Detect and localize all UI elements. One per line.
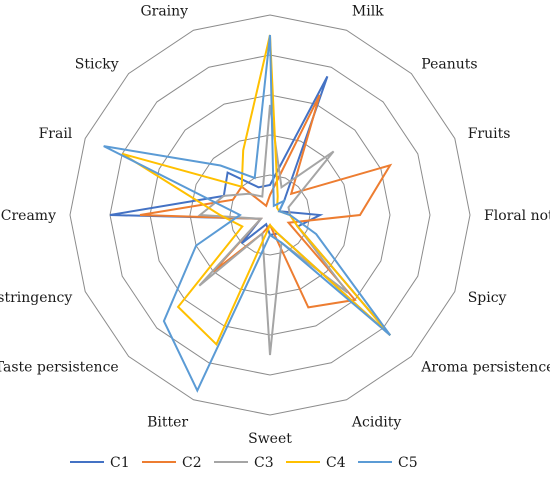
axis-label-creamy: Creamy — [1, 208, 56, 224]
legend-label-c1: C1 — [110, 455, 130, 471]
axis-label-spicy: Spicy — [468, 290, 507, 306]
legend-item-c5: C5 — [358, 455, 418, 471]
legend-label-c2: C2 — [182, 455, 202, 471]
legend-item-c4: C4 — [286, 455, 346, 471]
axis-label-sweet: Sweet — [248, 431, 292, 447]
axis-label-fruits: Fruits — [468, 126, 511, 142]
grid-ring-4 — [109, 54, 431, 376]
series-line-c3 — [197, 104, 349, 356]
legend-label-c3: C3 — [254, 455, 274, 471]
radar-grid — [69, 14, 471, 416]
legend-item-c3: C3 — [214, 455, 274, 471]
series-line-c5 — [103, 34, 392, 393]
axis-label-frail: Frail — [39, 126, 73, 142]
axis-label-taste-persistence: Taste persistence — [0, 359, 119, 375]
radar-axis-labels: Cocoa Milk Peanuts Fruits Floral notes Spicy A… — [0, 0, 550, 447]
axis-label-aroma-persistence: Aroma persistence — [420, 359, 550, 375]
axis-label-cocoa: Cocoa — [248, 0, 292, 3]
axis-label-bitter: Bitter — [147, 415, 188, 431]
radar-series — [103, 34, 393, 393]
legend-label-c5: C5 — [398, 455, 418, 471]
series-line-c4 — [121, 34, 391, 347]
axis-label-floral-notes: Floral notes — [484, 208, 550, 224]
axis-label-milk: Milk — [352, 3, 384, 19]
legend-item-c2: C2 — [142, 455, 202, 471]
axis-label-astringency: Astringency — [0, 290, 72, 306]
axis-label-grainy: Grainy — [140, 3, 188, 19]
axis-label-peanuts: Peanuts — [421, 57, 477, 73]
legend: C1 C2 C3 C4 C5 — [70, 455, 418, 471]
axis-label-acidity: Acidity — [351, 415, 401, 431]
axis-label-sticky: Sticky — [75, 57, 119, 73]
grid-ring-5 — [69, 14, 471, 416]
legend-item-c1: C1 — [70, 455, 130, 471]
legend-label-c4: C4 — [326, 455, 346, 471]
